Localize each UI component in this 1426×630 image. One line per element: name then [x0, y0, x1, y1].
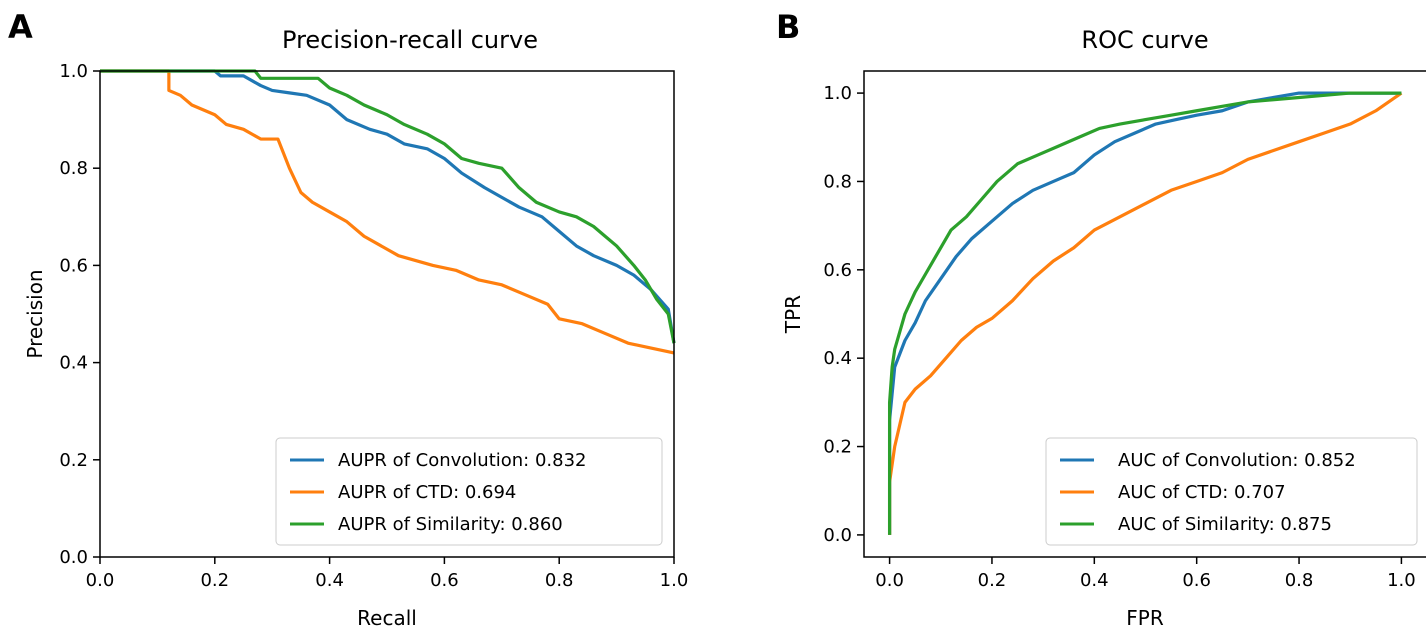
legend-label-b-2: AUC of Similarity: 0.875 — [1118, 514, 1332, 535]
y-tick-label-b-5: 1.0 — [823, 83, 852, 104]
axes-frame-a — [99, 70, 675, 558]
x-axis-label-b: FPR — [1126, 606, 1164, 630]
y-tick-label-b-0: 0.0 — [823, 525, 852, 546]
x-tick-label-a-5: 1.0 — [660, 570, 689, 591]
x-tick-label-b-0: 0.0 — [875, 570, 904, 591]
y-tick-label-b-3: 0.6 — [823, 260, 852, 281]
y-ticks-b: 0.0 0.2 0.4 0.6 0.8 1.0 — [823, 83, 864, 546]
legend-label-a-2: AUPR of Similarity: 0.860 — [338, 514, 563, 535]
chart-title-a: Precision-recall curve — [282, 26, 538, 54]
x-tick-label-b-4: 0.8 — [1285, 570, 1314, 591]
panel-b: B ROC curve 0.0 0.2 0.4 0.6 0.8 1.0 0.0 0.2 0.4… — [776, 8, 1426, 630]
series-line-b-0 — [887, 91, 1402, 535]
plot-area-a — [100, 69, 676, 355]
x-tick-label-a-4: 0.8 — [545, 570, 574, 591]
x-tick-label-b-5: 1.0 — [1387, 570, 1416, 591]
panel-a: A Precision-recall curve 0.0 0.2 0.4 0.6 0.8… — [8, 8, 688, 630]
y-tick-label-a-3: 0.6 — [59, 255, 88, 276]
series-line-a-1 — [100, 69, 675, 355]
chart-title-b: ROC curve — [1081, 26, 1208, 54]
x-tick-label-a-3: 0.6 — [430, 570, 459, 591]
legend-box-b — [1045, 437, 1418, 546]
x-tick-label-b-2: 0.4 — [1080, 570, 1109, 591]
x-axis-label-a: Recall — [357, 606, 417, 630]
y-tick-label-a-2: 0.4 — [59, 353, 88, 374]
legend-box-a — [275, 437, 663, 546]
y-tick-label-a-0: 0.0 — [59, 547, 88, 568]
y-tick-label-b-2: 0.4 — [823, 348, 852, 369]
legend-label-a-0: AUPR of Convolution: 0.832 — [338, 450, 587, 471]
series-line-a-0 — [100, 69, 676, 344]
y-ticks-a: 0.0 0.2 0.4 0.6 0.8 1.0 — [59, 61, 100, 568]
series-line-b-1 — [887, 91, 1403, 535]
x-tick-label-b-3: 0.6 — [1182, 570, 1211, 591]
legend-label-a-1: AUPR of CTD: 0.694 — [338, 482, 516, 503]
legend-label-b-0: AUC of Convolution: 0.852 — [1118, 450, 1356, 471]
y-tick-label-b-1: 0.2 — [823, 437, 852, 458]
legend-b: AUC of Convolution: 0.852 AUC of CTD: 0.… — [1045, 437, 1418, 546]
panel-letter-a: A — [8, 8, 33, 46]
plot-area-b — [887, 91, 1403, 535]
y-tick-label-b-4: 0.8 — [823, 171, 852, 192]
axes-frame-b — [863, 70, 1426, 558]
x-tick-label-a-1: 0.2 — [200, 570, 229, 591]
x-ticks-a: 0.0 0.2 0.4 0.6 0.8 1.0 — [86, 557, 689, 591]
x-tick-label-b-1: 0.2 — [978, 570, 1007, 591]
y-tick-label-a-5: 1.0 — [59, 61, 88, 82]
y-axis-label-a: Precision — [23, 269, 47, 358]
y-tick-label-a-4: 0.8 — [59, 158, 88, 179]
legend-label-b-1: AUC of CTD: 0.707 — [1118, 482, 1286, 503]
series-line-a-2 — [100, 69, 676, 344]
x-tick-label-a-0: 0.0 — [86, 570, 115, 591]
x-tick-label-a-2: 0.4 — [315, 570, 344, 591]
panel-letter-b: B — [776, 8, 800, 46]
y-tick-label-a-1: 0.2 — [59, 450, 88, 471]
y-axis-label-b: TPR — [781, 295, 805, 334]
series-line-b-2 — [887, 91, 1402, 535]
legend-a: AUPR of Convolution: 0.832 AUPR of CTD: … — [275, 437, 663, 546]
x-ticks-b: 0.0 0.2 0.4 0.6 0.8 1.0 — [875, 557, 1416, 591]
